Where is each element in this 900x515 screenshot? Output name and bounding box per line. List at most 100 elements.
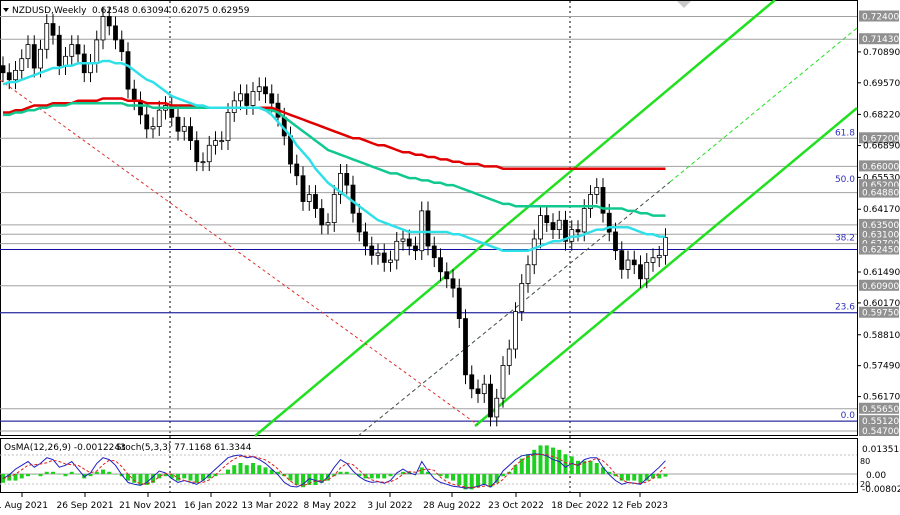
osma-bar (419, 467, 424, 474)
osma-bar (194, 474, 199, 483)
shift-marker-icon[interactable] (677, 1, 691, 8)
bear-candle (75, 44, 81, 55)
price-tag-label: 0.63100 (862, 230, 899, 240)
osma-bar (38, 474, 43, 477)
bull-candle (375, 252, 381, 256)
fib-level-label: 61.8 (835, 128, 855, 138)
time-tick-label: 26 Sep 2021 (56, 501, 113, 511)
osma-bar (426, 471, 430, 474)
osma-bar (126, 474, 130, 481)
osma-bar (476, 474, 480, 488)
osma-bar (563, 454, 568, 474)
osma-bar (51, 471, 55, 474)
osma-bar (551, 447, 555, 474)
bear-candle (106, 16, 112, 27)
bull-candle (225, 112, 231, 142)
osma-bar (182, 474, 187, 479)
osma-bar (232, 465, 237, 474)
osma-bar (201, 474, 205, 481)
bear-candle (381, 252, 387, 263)
price-tick-label: 0.65530 (863, 173, 900, 183)
osma-bar (138, 474, 143, 485)
osma-bar (251, 463, 255, 474)
bull-candle (100, 16, 106, 41)
osma-bar (594, 463, 599, 474)
stoch-main-line (2, 453, 666, 489)
bull-candle (156, 109, 162, 127)
dropdown-icon[interactable] (3, 8, 9, 12)
ema-long-line (3, 97, 666, 170)
bull-candle (538, 215, 543, 240)
price-scale: 0.72400 0.71430 0.70890 0.69570 0.68220 0.672… (857, 10, 900, 437)
price-tag (859, 218, 899, 230)
time-axis: 1 Aug 2021 26 Sep 2021 21 Nov 2021 16 Jan 2… (0, 493, 668, 511)
osma-bar (663, 474, 668, 477)
bull-candle (588, 194, 593, 209)
osma-bar (263, 467, 268, 474)
bull-candle (206, 144, 212, 163)
price-tag (859, 132, 899, 144)
price-tag-label: 0.65200 (862, 181, 899, 191)
bear-candle (0, 65, 6, 74)
bear-candle (563, 219, 568, 242)
bear-candle (319, 208, 325, 226)
trend-lines (0, 0, 858, 437)
bear-candle (138, 100, 143, 116)
price-tag-label: 0.62450 (862, 246, 899, 256)
bull-candle (525, 264, 531, 284)
osma-bar (219, 474, 224, 475)
osma-bar (438, 474, 443, 477)
osma-bar (188, 474, 193, 481)
osma-bar (144, 474, 149, 485)
time-tick-label: 18 Dec 2022 (551, 501, 609, 511)
osma-bar (357, 474, 362, 477)
bull-candle (644, 261, 650, 280)
bear-candle (413, 245, 418, 252)
bear-candle (119, 39, 125, 53)
time-tick-label: 8 May 2022 (304, 501, 357, 511)
osma-bar (44, 471, 49, 474)
bear-candle (444, 271, 450, 280)
bull-candle (250, 91, 256, 106)
ohlc-values: 0.62548 0.63094 0.62075 0.62959 (92, 6, 250, 16)
price-tag (859, 10, 899, 22)
price-tag (859, 425, 899, 436)
osma-bar (338, 471, 343, 474)
price-tick-label: 0.66890 (863, 142, 900, 152)
osma-bar (32, 474, 37, 475)
price-tick-label: 0.58810 (863, 331, 900, 341)
osma-bar (444, 474, 449, 479)
fib-level-label: 0.0 (841, 411, 856, 421)
price-tag (859, 228, 899, 240)
bull-candle (63, 55, 68, 67)
bear-candle (425, 210, 431, 247)
fib-level-label: 38.2 (835, 234, 855, 244)
bear-candle (456, 287, 462, 319)
osma-bar (313, 474, 318, 485)
bull-candle (38, 48, 43, 69)
price-tag (859, 402, 899, 414)
price-tick-label: 0.68220 (863, 110, 900, 120)
price-tag (859, 160, 899, 172)
osma-bar (163, 474, 168, 477)
bear-candle (6, 72, 12, 81)
bull-candle (500, 365, 506, 399)
time-tick-label: 12 Feb 2023 (612, 501, 668, 511)
bear-candle (144, 114, 150, 130)
osc-scale-80: 80 (860, 457, 870, 466)
osma-bar (257, 465, 262, 474)
time-tick-label: 13 Mar 2022 (241, 501, 298, 511)
osma-bar (226, 469, 230, 474)
bull-candle (331, 194, 337, 223)
symbol-label: NZDUSD,Weekly (12, 6, 87, 16)
bear-candle (463, 318, 468, 376)
osma-bar (19, 474, 24, 479)
time-tick-label: 23 Oct 2022 (488, 501, 544, 511)
bull-candle (531, 238, 537, 266)
osma-bar (588, 460, 593, 474)
osma-bar (113, 474, 118, 475)
bull-candle (663, 237, 668, 256)
chart-header: NZDUSD,Weekly 0.62548 0.63094 0.62075 0.… (3, 6, 250, 16)
bull-candle (13, 69, 18, 81)
osma-bar (463, 474, 468, 490)
